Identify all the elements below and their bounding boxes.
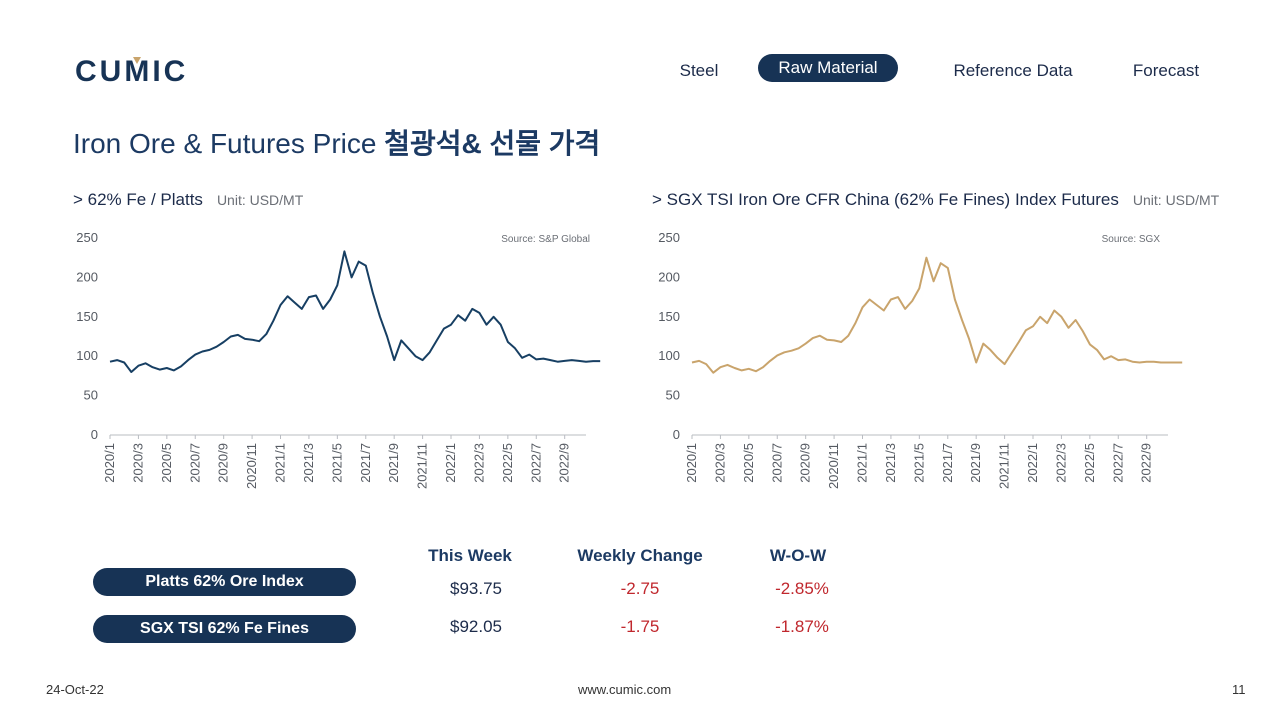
col-this-week: This Week [428,546,512,565]
footer-date: 24-Oct-22 [46,682,104,697]
x-tick-label: 2022/7 [1110,443,1125,483]
y-tick-label: 50 [84,388,98,403]
y-tick-label: 0 [91,427,98,442]
x-tick-label: 2022/1 [1025,443,1040,483]
x-tick-label: 2022/9 [1139,443,1154,483]
chart-source-note: Source: S&P Global [501,234,590,245]
nav-reference-data[interactable]: Reference Data [953,61,1073,80]
x-tick-label: 2020/11 [244,443,259,489]
y-tick-label: 200 [76,269,98,284]
x-tick-label: 2021/7 [940,443,955,483]
x-tick-label: 2020/1 [684,443,699,483]
nav-raw-material[interactable]: Raw Material [758,54,898,82]
x-tick-label: 2021/1 [273,443,288,483]
brand-wordmark: CUMIC [75,55,188,85]
x-tick-label: 2022/1 [443,443,458,483]
x-tick-label: 2021/11 [415,443,430,489]
platts-wow: -2.85% [775,579,829,598]
x-tick-label: 2020/5 [741,443,756,483]
price-series-line [109,250,601,373]
x-tick-label: 2020/7 [187,443,202,483]
footer-url[interactable]: www.cumic.com [578,682,672,697]
row-label-platts: Platts 62% Ore Index [93,568,356,596]
y-tick-label: 50 [666,388,680,403]
platts-this-week: $93.75 [450,579,502,598]
platts-chart-title: > 62% Fe / Platts [73,190,203,209]
sgx-this-week: $92.05 [450,617,502,636]
y-tick-label: 100 [76,348,98,363]
price-series-line [691,256,1183,374]
y-tick-label: 0 [673,427,680,442]
x-tick-label: 2021/5 [911,443,926,483]
y-tick-label: 250 [658,230,680,245]
x-tick-label: 2020/3 [130,443,145,483]
col-wow: W-O-W [769,546,827,565]
chart-source-note: Source: SGX [1102,234,1161,245]
x-tick-label: 2021/3 [883,443,898,483]
logo-accent-icon [133,57,141,64]
x-tick-label: 2020/9 [216,443,231,483]
platts-line-chart: 0 50 100 150 200 250 2020/1 2020/3 2020/5 2020/7 2… [76,230,601,489]
page-title: Iron Ore & Futures Price 철광석& 선물 가격 [73,122,600,162]
sgx-chart-title: > SGX TSI Iron Ore CFR China (62% Fe Fin… [652,190,1119,209]
x-tick-label: 2022/7 [528,443,543,483]
nav-forecast[interactable]: Forecast [1132,61,1200,80]
x-tick-label: 2022/5 [1082,443,1097,483]
platts-chart-heading: > 62% Fe / Platts Unit: USD/MT [73,190,303,210]
sgx-weekly-change: -1.75 [620,617,660,636]
y-tick-label: 250 [76,230,98,245]
x-tick-label: 2022/9 [557,443,572,483]
x-tick-label: 2021/9 [386,443,401,483]
footer-page-number: 11 [1232,682,1246,697]
y-tick-label: 100 [658,348,680,363]
y-tick-label: 200 [658,269,680,284]
y-tick-label: 150 [658,309,680,324]
x-tick-label: 2020/3 [712,443,727,483]
sgx-wow: -1.87% [775,617,829,636]
x-tick-label: 2021/9 [968,443,983,483]
nav-steel[interactable]: Steel [679,61,719,80]
x-tick-label: 2021/5 [329,443,344,483]
x-tick-label: 2021/7 [358,443,373,483]
x-tick-label: 2020/11 [826,443,841,489]
y-tick-label: 150 [76,309,98,324]
x-tick-label: 2021/3 [301,443,316,483]
page-title-ko: 철광석& 선물 가격 [384,128,601,159]
platts-weekly-change: -2.75 [620,579,660,598]
x-tick-label: 2022/5 [500,443,515,483]
cumic-logo: CUMIC [75,55,188,85]
page-title-en: Iron Ore & Futures Price [73,128,385,159]
col-weekly-change: Weekly Change [577,546,703,565]
x-tick-label: 2022/3 [471,443,486,483]
x-tick-label: 2022/3 [1053,443,1068,483]
x-tick-label: 2020/5 [159,443,174,483]
sgx-chart-unit: Unit: USD/MT [1132,192,1220,208]
sgx-line-chart: 0 50 100 150 200 250 2020/1 2020/3 2020/5 2020/7 2… [658,230,1183,489]
x-tick-label: 2021/11 [997,443,1012,489]
sgx-chart-heading: > SGX TSI Iron Ore CFR China (62% Fe Fin… [652,190,1219,210]
platts-chart-unit: Unit: USD/MT [216,192,304,208]
x-tick-label: 2020/1 [102,443,117,483]
x-tick-label: 2020/7 [769,443,784,483]
x-tick-label: 2020/9 [798,443,813,483]
x-tick-label: 2021/1 [855,443,870,483]
row-label-sgx: SGX TSI 62% Fe Fines [93,615,356,643]
